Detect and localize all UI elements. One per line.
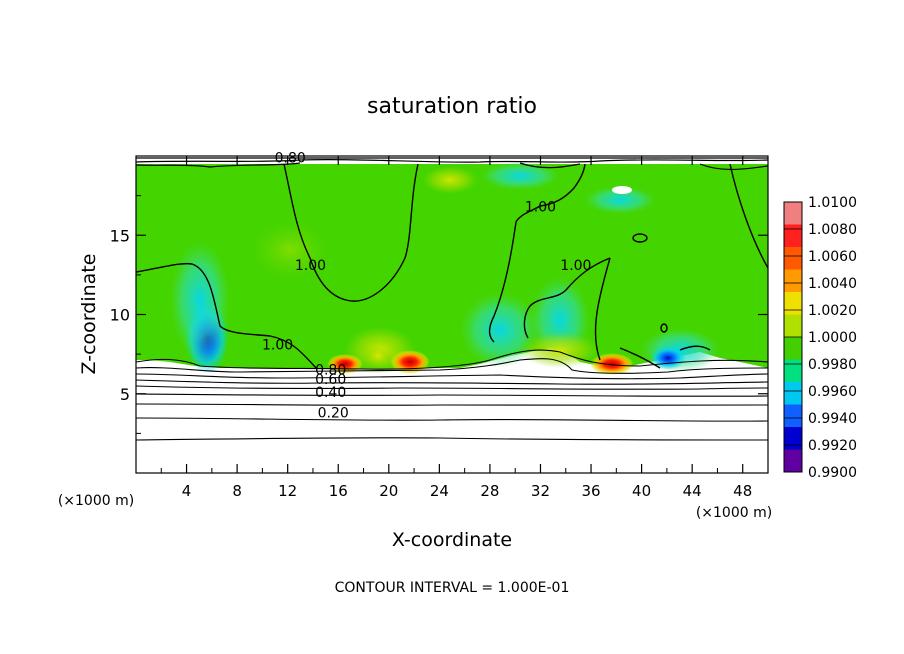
x-tick-label: 32 <box>531 482 550 500</box>
colorbar-swatch <box>784 292 802 315</box>
colorbar-swatch <box>784 427 802 450</box>
colorbar-swatch <box>784 404 802 428</box>
yellow-patch-3 <box>422 166 478 194</box>
contour-label: 1.00 <box>295 258 326 274</box>
x-tick-label: 44 <box>683 482 702 500</box>
contour-label: 1.00 <box>525 199 556 215</box>
yellow-patch-1 <box>250 220 330 280</box>
colorbar-swatch <box>784 269 802 293</box>
y-axis: 5 10 15 <box>110 195 768 434</box>
x-tick-label: 40 <box>632 482 651 500</box>
white-patch <box>612 186 632 194</box>
colorbar-label: 1.0080 <box>808 222 857 238</box>
colorbar-swatch <box>784 449 802 473</box>
hot-spot-4 <box>590 353 634 375</box>
cyan-top <box>480 162 560 190</box>
colorbar-label: 0.9960 <box>808 384 857 400</box>
x-unit-right: (×1000 m) <box>696 505 772 521</box>
x-axis: 4 8 12 16 20 24 28 32 36 40 44 48 <box>160 156 752 500</box>
colorbar: 1.0100 1.0080 1.0060 1.0040 1.0020 1.0000 0.99… <box>783 195 857 481</box>
colorbar-label: 1.0060 <box>808 249 857 265</box>
chart-title: saturation ratio <box>367 94 537 119</box>
contour-label: 1.00 <box>262 337 293 353</box>
cyan-plume-mid <box>460 292 540 368</box>
x-tick-label: 48 <box>733 482 752 500</box>
y-tick-label: 5 <box>120 385 130 404</box>
colorbar-swatch <box>784 224 802 248</box>
y-axis-label: Z-coordinate <box>78 254 100 375</box>
contour-label: 0.80 <box>275 150 306 166</box>
contour-interval-footer: CONTOUR INTERVAL = 1.000E-01 <box>335 580 570 596</box>
colorbar-swatch <box>784 337 802 360</box>
colorbar-swatch <box>784 202 802 225</box>
colorbar-label: 0.9940 <box>808 411 857 427</box>
colorbar-swatch <box>784 247 802 270</box>
saturated-region <box>136 164 768 369</box>
cyan-top-right <box>584 186 656 214</box>
contour-labels: 0.801.001.00 1.001.000.800.600.400.20 <box>262 150 591 422</box>
y-tick-label: 10 <box>110 306 130 325</box>
x-tick-label: 24 <box>430 482 449 500</box>
y-tick-label: 15 <box>110 226 130 245</box>
colorbar-label: 1.0000 <box>808 330 857 346</box>
contour-lines-1.00 <box>136 163 768 369</box>
top-contour-band <box>136 157 768 171</box>
colorbar-label: 1.0100 <box>808 195 857 211</box>
colorbar-swatch <box>784 359 802 383</box>
x-tick-label: 16 <box>329 482 348 500</box>
x-tick-label: 8 <box>232 482 242 500</box>
colorbar-swatch <box>784 314 802 338</box>
x-tick-label: 36 <box>581 482 600 500</box>
contour-label: 0.80 <box>315 363 346 379</box>
x-tick-label: 4 <box>182 482 192 500</box>
colorbar-swatch <box>784 382 802 405</box>
x-tick-label: 20 <box>379 482 398 500</box>
hot-spot-3 <box>366 346 390 366</box>
plot-area <box>136 156 768 473</box>
cyan-plume-left <box>170 240 230 360</box>
x-tick-label: 28 <box>480 482 499 500</box>
colorbar-label: 0.9980 <box>808 357 857 373</box>
contour-label: 0.40 <box>315 385 346 401</box>
lower-contour-band <box>136 349 768 441</box>
x-axis-label: X-coordinate <box>392 529 512 551</box>
colorbar-label: 0.9900 <box>808 465 857 481</box>
contour-label: 1.00 <box>560 258 591 274</box>
x-tick-label: 12 <box>278 482 297 500</box>
colorbar-label: 0.9920 <box>808 438 857 454</box>
colorbar-label: 1.0040 <box>808 276 857 292</box>
contour-label: 0.60 <box>315 372 346 388</box>
contour-label: 0.20 <box>318 406 349 422</box>
x-unit-left: (×1000 m) <box>58 493 134 509</box>
colorbar-label: 1.0020 <box>808 303 857 319</box>
